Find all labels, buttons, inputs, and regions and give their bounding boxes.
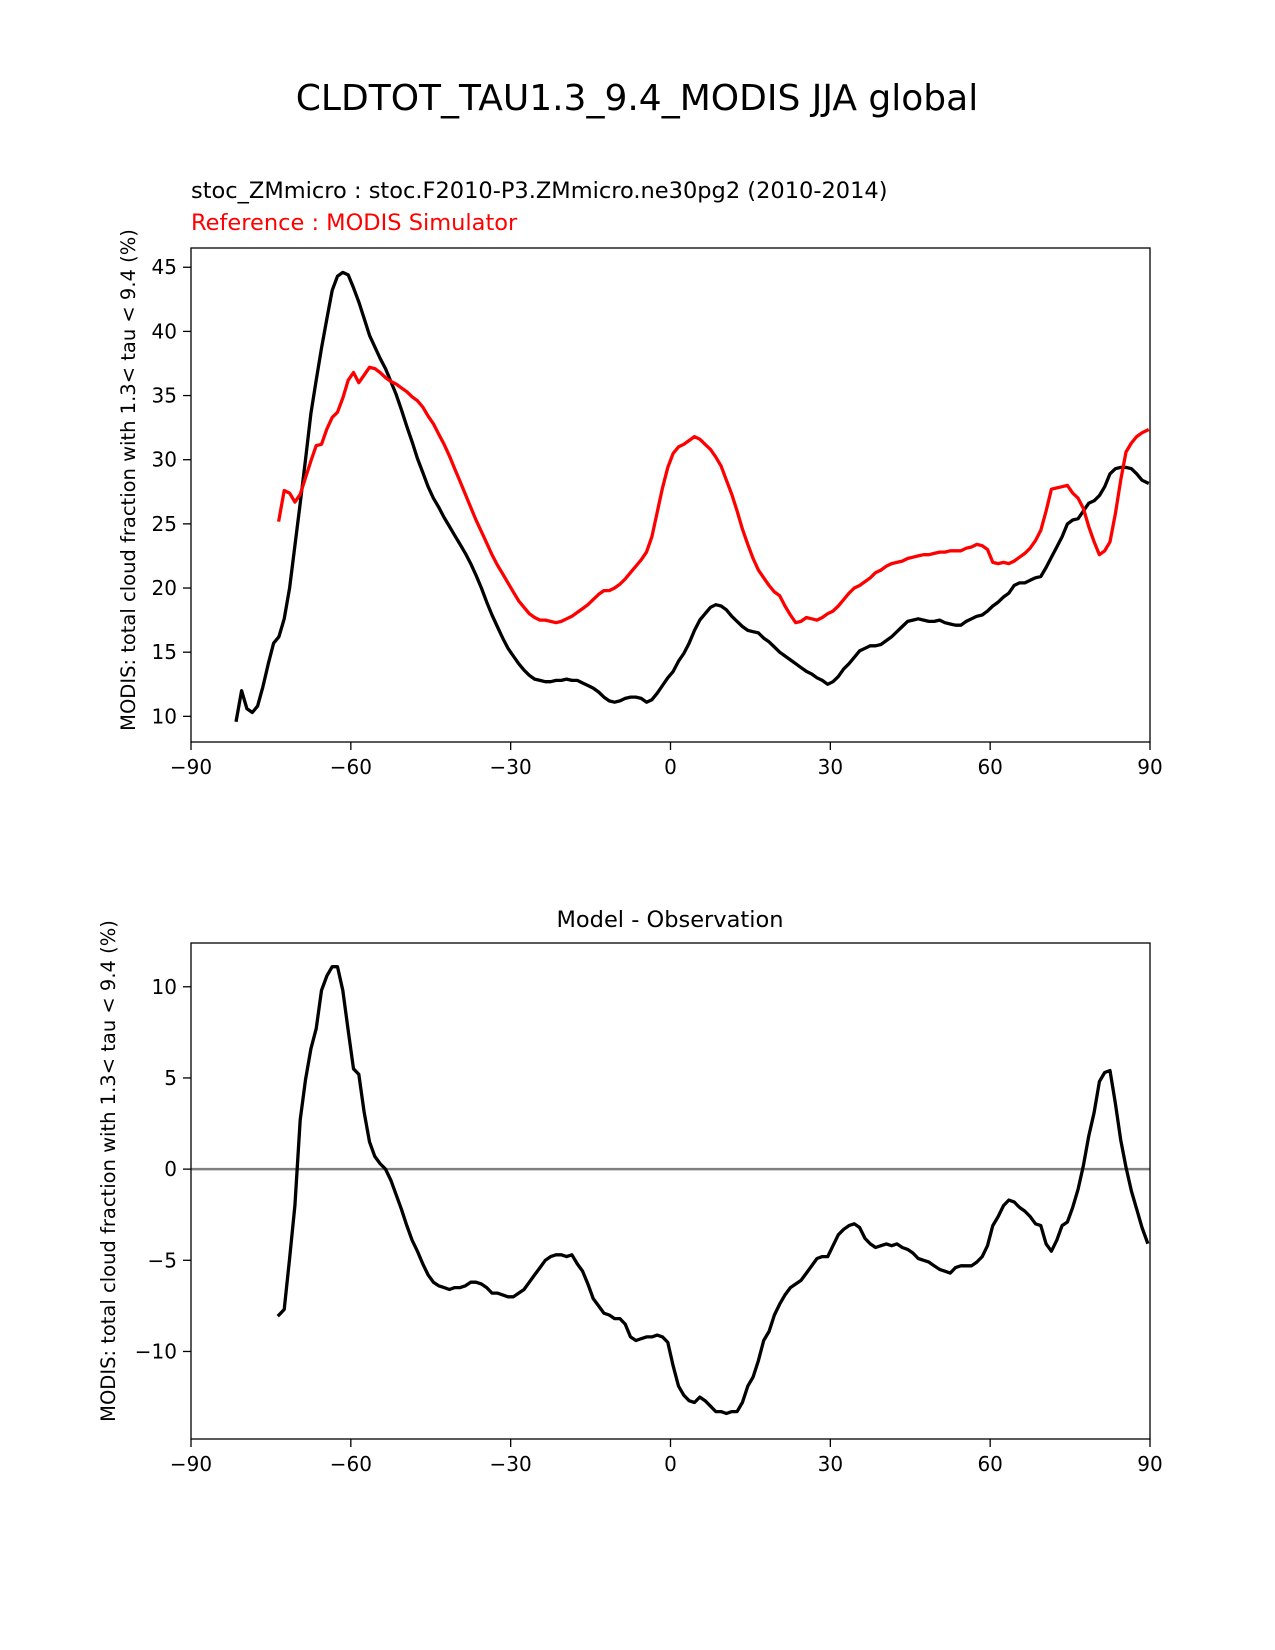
bottom-series-layer <box>276 965 1150 1416</box>
top-x-tick-label: −60 <box>330 755 372 779</box>
figure-title: CLDTOT_TAU1.3_9.4_MODIS JJA global <box>296 78 978 119</box>
top-x-tick-label: 90 <box>1137 755 1162 779</box>
top-panel: stoc_ZMmicro : stoc.F2010-P3.ZMmicro.ne3… <box>117 178 1163 779</box>
top-x-tick-label: −90 <box>170 755 212 779</box>
bottom-x-tick-label: −90 <box>170 1452 212 1476</box>
bottom-x-tick-label: 90 <box>1137 1452 1162 1476</box>
bottom-y-tick-label: −5 <box>148 1248 177 1272</box>
bottom-y-tick-label: −10 <box>135 1339 177 1363</box>
top-subtitle-reference: Reference : MODIS Simulator <box>191 210 518 236</box>
bottom-y-tick-label: 10 <box>152 975 177 999</box>
top-x-tick-label: −30 <box>490 755 532 779</box>
bottom-series-line-0 <box>276 965 1150 1416</box>
top-y-tick-label: 45 <box>152 255 177 279</box>
top-y-tick-label: 40 <box>152 319 177 343</box>
bottom-x-tick-label: 60 <box>977 1452 1002 1476</box>
top-y-tick-label: 15 <box>152 640 177 664</box>
top-y-tick-label: 10 <box>152 704 177 728</box>
bottom-plot-frame <box>190 942 1151 1440</box>
top-x-tick-label: 0 <box>664 755 677 779</box>
bottom-y-axis-label: MODIS: total cloud fraction with 1.3< ta… <box>97 920 120 1422</box>
top-tick-layer: −90 −60 −30 0 30 60 90 10 15 20 25 30 35 40 45 <box>152 255 1163 779</box>
top-x-tick-label: 30 <box>818 755 843 779</box>
top-y-axis-label: MODIS: total cloud fraction with 1.3< ta… <box>117 229 140 731</box>
bottom-tick-layer: −90 −60 −30 0 30 60 90 −10 −5 0 5 10 <box>135 975 1163 1476</box>
bottom-x-tick-label: 0 <box>664 1452 677 1476</box>
bottom-chart-title: Model - Observation <box>557 907 784 933</box>
top-y-tick-label: 35 <box>152 384 177 408</box>
bottom-y-tick-label: 5 <box>164 1066 177 1090</box>
bottom-x-tick-label: −60 <box>330 1452 372 1476</box>
top-series-layer <box>234 270 1150 723</box>
bottom-x-tick-label: 30 <box>818 1452 843 1476</box>
top-y-tick-label: 20 <box>152 576 177 600</box>
bottom-y-tick-label: 0 <box>164 1157 177 1181</box>
bottom-panel: Model - Observation MODIS: total cloud f… <box>97 907 1163 1476</box>
top-plot-frame <box>190 247 1151 743</box>
bottom-x-tick-label: −30 <box>490 1452 532 1476</box>
top-series-line-1 <box>276 365 1150 625</box>
top-x-tick-label: 60 <box>977 755 1002 779</box>
top-subtitle-test: stoc_ZMmicro : stoc.F2010-P3.ZMmicro.ne3… <box>191 178 888 204</box>
top-series-line-0 <box>234 270 1150 723</box>
top-y-tick-label: 30 <box>152 448 177 472</box>
top-y-tick-label: 25 <box>152 512 177 536</box>
